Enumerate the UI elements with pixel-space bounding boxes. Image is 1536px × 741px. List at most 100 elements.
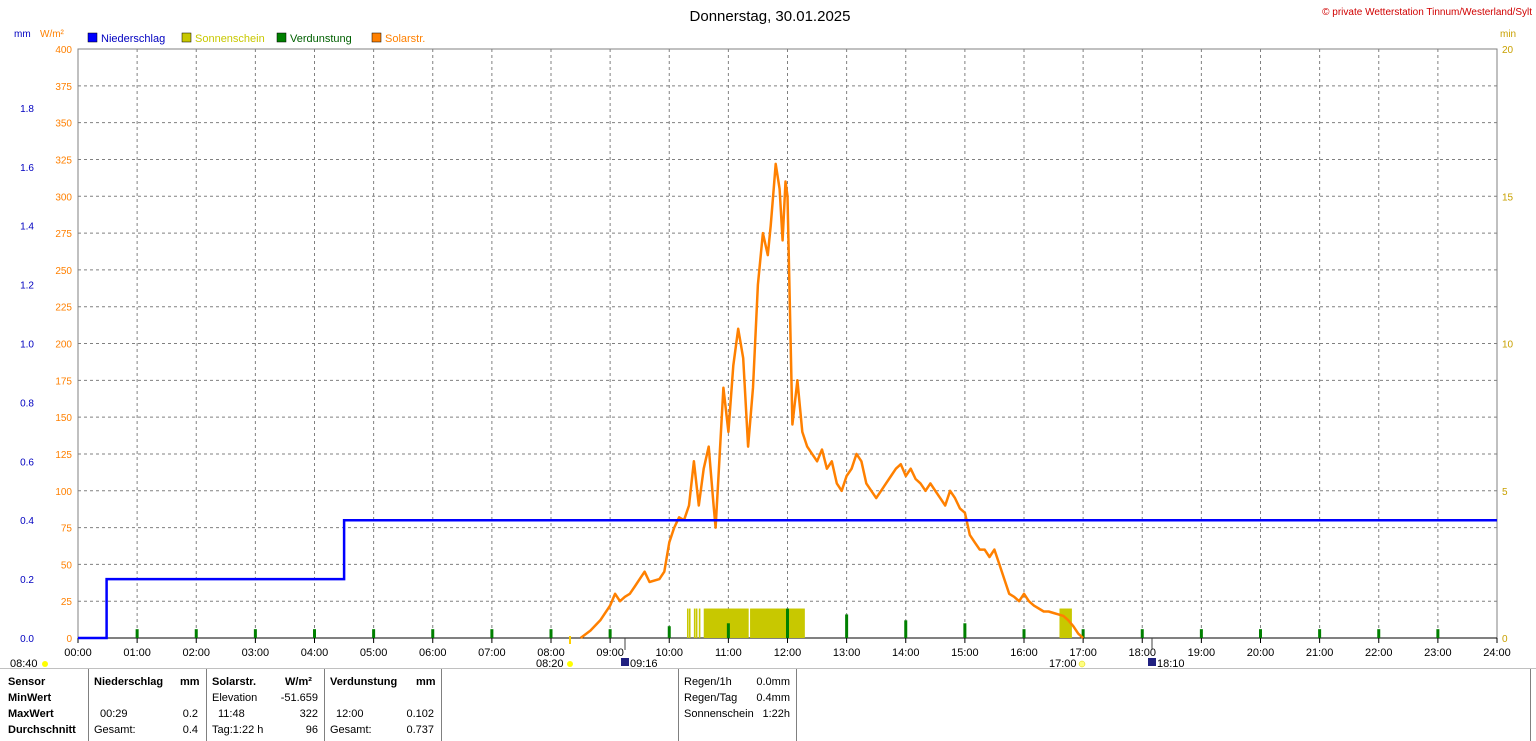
evaporation-bar <box>845 614 849 638</box>
evaporation-bar <box>1199 629 1203 638</box>
y-tick-label-wm2: 250 <box>55 266 72 277</box>
sunshine-bar <box>766 608 769 638</box>
chart-title: Donnerstag, 30.01.2025 <box>690 8 851 25</box>
row-solar-time: Tag:1:22 h <box>212 724 264 736</box>
sun-event-b-label: 18:10 <box>1157 658 1185 668</box>
sunshine-bar <box>739 608 741 638</box>
sunshine-bar <box>724 608 727 638</box>
y-tick-label-wm2: 25 <box>61 597 73 608</box>
y-tick-label-wm2: 50 <box>61 560 73 571</box>
sun-icon <box>567 661 573 667</box>
sunshine-bar <box>802 608 804 638</box>
evaporation-bar <box>1259 629 1262 638</box>
sunshine-bar <box>761 608 764 638</box>
y-tick-label-wm2: 375 <box>55 82 72 93</box>
y-tick-label-wm2: 200 <box>55 340 72 351</box>
sunset-label: 17:00 <box>1049 658 1077 668</box>
header-solar-unit: W/m² <box>285 676 312 688</box>
y-tick-label-wm2: 275 <box>55 229 72 240</box>
sunshine-bar <box>744 608 746 638</box>
legend-label: Niederschlag <box>101 33 165 45</box>
summary-label: Sonnenschein <box>684 708 754 720</box>
evaporation-bar <box>549 629 553 638</box>
sunshine-bar <box>771 608 774 638</box>
sunshine-bar <box>798 608 800 638</box>
sunshine-bar <box>794 608 796 638</box>
sunshine-bar <box>801 608 803 638</box>
sunshine-bar <box>737 608 739 638</box>
sunshine-bar <box>760 608 763 638</box>
sunshine-bar <box>710 608 713 638</box>
x-tick-label: 13:00 <box>833 647 861 659</box>
sunshine-bar <box>1061 608 1064 638</box>
sunshine-bar <box>742 608 744 638</box>
table-column-divider <box>441 669 442 741</box>
row-verdunstung-value: 0.102 <box>406 708 434 720</box>
table-column-divider <box>206 669 207 741</box>
y-axis-unit-mm: mm <box>14 29 31 40</box>
table-column-divider <box>88 669 89 741</box>
table-column-divider <box>1530 669 1531 741</box>
sunrise-label: 08:20 <box>536 658 564 668</box>
sunshine-bar <box>738 608 740 638</box>
sunshine-bar <box>1063 608 1066 638</box>
row-label: MinWert <box>8 692 52 704</box>
x-tick-label: 22:00 <box>1365 647 1393 659</box>
legend-swatch <box>87 32 98 43</box>
sunshine-bar <box>698 608 701 638</box>
y-tick-label-wm2: 125 <box>55 450 72 461</box>
sunshine-bar <box>721 608 724 638</box>
sunshine-bar <box>722 608 725 638</box>
row-verdunstung-value: 0.737 <box>406 724 434 736</box>
evaporation-bar <box>667 626 671 638</box>
copyright-text: © private Wetterstation Tinnum/Westerlan… <box>1322 7 1532 18</box>
sunshine-bar <box>793 608 795 638</box>
x-tick-label: 15:00 <box>951 647 979 659</box>
row-solar-value: -51.659 <box>280 692 318 704</box>
sunshine-bar <box>711 608 714 638</box>
sunshine-bar <box>719 608 722 638</box>
sunshine-bar <box>779 608 782 638</box>
sunshine-bar <box>746 608 748 638</box>
y-tick-label-mm: 0.8 <box>20 398 34 409</box>
y-tick-label-min: 15 <box>1502 192 1514 203</box>
y-tick-label-wm2: 400 <box>55 45 72 56</box>
summary-label: Regen/1h <box>684 676 732 688</box>
sunshine-bar <box>765 608 768 638</box>
x-tick-label: 07:00 <box>478 647 506 659</box>
sunshine-bar <box>792 608 795 638</box>
sunshine-bar <box>695 608 698 638</box>
y-tick-label-mm: 1.0 <box>20 340 34 351</box>
evaporation-bar <box>431 629 435 638</box>
evaporation-bar <box>135 629 139 638</box>
x-tick-label: 09:00 <box>596 647 624 659</box>
table-column-divider <box>678 669 679 741</box>
y-tick-label-mm: 0.4 <box>20 516 34 527</box>
row-niederschlag-time: 00:29 <box>100 708 128 720</box>
x-tick-label: 08:00 <box>537 647 565 659</box>
sunshine-bar <box>799 608 801 638</box>
sunshine-bar <box>703 608 706 638</box>
sunshine-bar <box>747 608 749 638</box>
solar-line <box>579 162 1084 639</box>
sunshine-bar <box>782 608 785 638</box>
sunshine-bar <box>707 608 710 638</box>
table-column-divider <box>796 669 797 741</box>
legend-swatch <box>276 32 287 43</box>
legend-swatch <box>181 32 192 43</box>
evaporation-bar <box>313 629 316 638</box>
sunshine-bar <box>758 608 761 638</box>
row-verdunstung-time: 12:00 <box>336 708 364 720</box>
evaporation-bar <box>1081 629 1085 638</box>
y-tick-label-mm: 1.8 <box>20 104 34 115</box>
y-tick-label-mm: 1.4 <box>20 222 34 233</box>
row-solar-time: 11:48 <box>218 708 245 720</box>
sunshine-bar <box>717 608 720 638</box>
sunshine-bar <box>688 608 691 638</box>
row-niederschlag-value: 0.2 <box>182 708 198 720</box>
row-niederschlag-time: Gesamt: <box>94 724 136 736</box>
sunshine-bar <box>729 608 731 638</box>
sunshine-bar <box>713 608 716 638</box>
y-tick-label-min: 10 <box>1502 340 1514 351</box>
sunshine-bar <box>754 608 757 638</box>
